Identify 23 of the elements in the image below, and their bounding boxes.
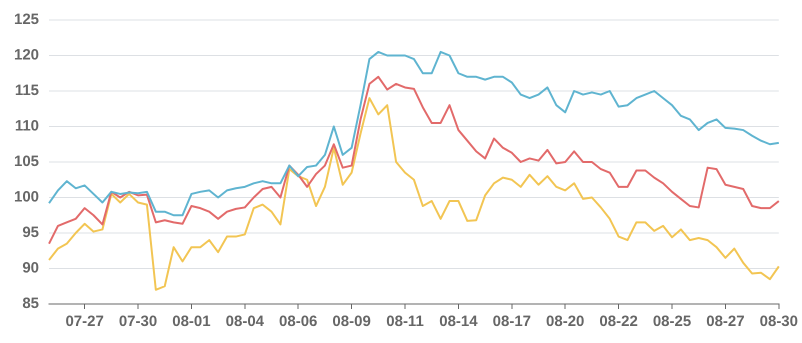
x-tick-label: 08-25: [652, 313, 692, 330]
x-tick-label: 08-11: [386, 313, 424, 330]
y-tick-label: 85: [22, 295, 40, 312]
x-tick-label: 08-22: [599, 313, 638, 330]
x-tick-label: 08-20: [546, 313, 584, 330]
y-tick-label: 120: [14, 46, 40, 64]
x-tick-label: 08-14: [439, 313, 478, 330]
y-tick-label: 90: [22, 260, 40, 277]
y-tick-label: 125: [14, 11, 40, 28]
x-tick-label: 08-09: [332, 313, 371, 330]
x-tick-label: 08-17: [492, 313, 532, 330]
x-tick-label: 08-06: [279, 313, 318, 330]
x-tick-label: 08-30: [760, 313, 798, 330]
y-tick-label: 105: [14, 153, 40, 170]
x-tick-label: 07-27: [65, 313, 104, 330]
y-tick-label: 110: [14, 118, 40, 135]
y-tick-label: 95: [22, 224, 40, 242]
x-tick-label: 08-04: [226, 313, 265, 330]
x-tick-label: 07-30: [118, 313, 158, 330]
x-tick-label: 08-01: [172, 313, 211, 330]
x-tick-label: 08-27: [706, 313, 745, 330]
y-tick-label: 100: [14, 188, 40, 206]
y-tick-label: 115: [14, 82, 40, 100]
